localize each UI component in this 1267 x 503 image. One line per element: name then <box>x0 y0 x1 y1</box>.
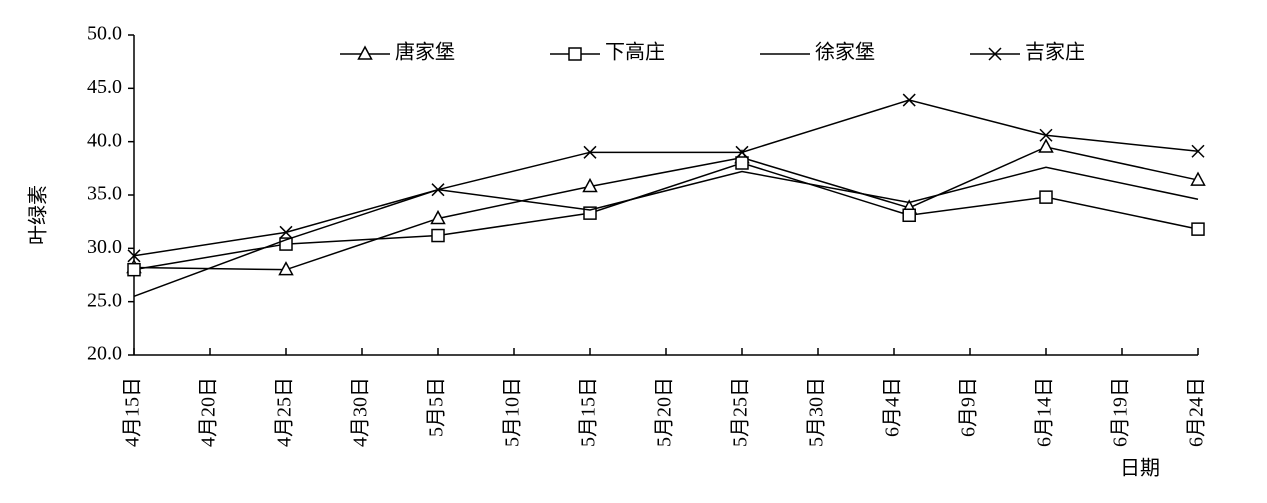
series-line <box>133 146 1199 271</box>
point-marker <box>902 93 916 107</box>
legend-label: 唐家堡 <box>395 41 455 64</box>
point-marker <box>902 208 916 223</box>
point-marker <box>1038 138 1054 153</box>
point-marker <box>431 228 445 243</box>
x-tick-label: 6月14日 <box>1034 377 1056 447</box>
series-line <box>133 99 1199 257</box>
x-tick-label: 4月30日 <box>350 377 372 447</box>
y-tick-label: 35.0 <box>87 183 122 205</box>
x-tick-label: 6月9日 <box>958 377 980 437</box>
x-tick-label: 4月15日 <box>122 377 144 447</box>
point-marker <box>1039 190 1053 204</box>
point-marker <box>1191 222 1205 236</box>
y-tick-label: 30.0 <box>87 236 122 258</box>
y-tick-label: 20.0 <box>87 343 122 365</box>
point-marker <box>1190 171 1206 186</box>
point-marker <box>1039 128 1053 142</box>
point-marker <box>735 156 749 170</box>
point-marker <box>1191 144 1205 158</box>
y-axis-label: 叶绿素 <box>27 185 50 245</box>
point-marker <box>278 261 294 276</box>
legend-label: 下高庄 <box>605 41 665 64</box>
legend-label: 吉家庄 <box>1025 41 1085 64</box>
x-axis-label: 日期 <box>1120 458 1160 480</box>
x-tick-label: 5月15日 <box>578 377 600 447</box>
x-tick-label: 6月19日 <box>1110 377 1132 447</box>
point-marker <box>127 262 141 277</box>
point-marker <box>582 177 598 193</box>
x-tick-label: 5月30日 <box>806 377 828 447</box>
y-tick-label: 45.0 <box>87 76 122 98</box>
series-line <box>133 166 1199 298</box>
point-marker <box>127 249 141 263</box>
legend-marker <box>988 47 1002 61</box>
x-tick-label: 4月25日 <box>274 377 296 447</box>
legend-marker <box>357 45 373 60</box>
series-line <box>133 162 1199 271</box>
legend-label: 徐家堡 <box>815 41 875 64</box>
x-tick-label: 6月4日 <box>882 377 904 437</box>
point-marker <box>583 145 597 159</box>
x-tick-label: 5月20日 <box>654 377 676 447</box>
y-tick-label: 40.0 <box>87 129 122 151</box>
x-tick-label: 5月10日 <box>502 377 524 447</box>
point-marker <box>431 183 445 197</box>
x-tick-label: 5月5日 <box>426 377 448 437</box>
point-marker <box>430 209 446 225</box>
point-marker <box>735 145 749 159</box>
y-tick-label: 25.0 <box>87 289 122 311</box>
legend-marker <box>568 47 582 61</box>
x-tick-label: 4月20日 <box>198 377 220 447</box>
point-marker <box>279 225 293 239</box>
y-tick-label: 50.0 <box>87 23 122 45</box>
x-tick-label: 6月24日 <box>1186 377 1208 447</box>
x-tick-label: 5月25日 <box>730 377 752 447</box>
